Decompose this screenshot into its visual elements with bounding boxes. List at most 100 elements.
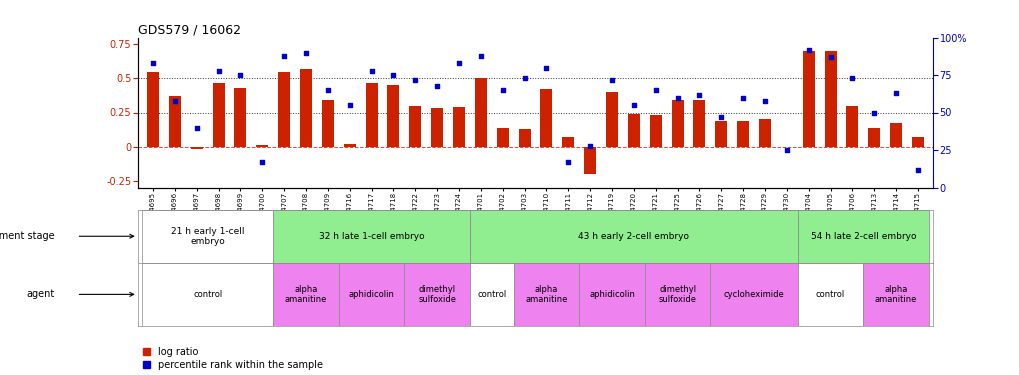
Point <box>582 142 598 148</box>
Point <box>450 60 467 66</box>
Bar <box>644 262 709 326</box>
Text: 21 h early 1-cell
embryо: 21 h early 1-cell embryо <box>171 226 245 246</box>
Bar <box>496 128 508 147</box>
Point <box>647 87 663 93</box>
Bar <box>234 88 247 147</box>
Bar <box>431 108 442 147</box>
Text: 32 h late 1-cell embryo: 32 h late 1-cell embryo <box>319 232 424 241</box>
Bar <box>540 89 552 147</box>
Bar <box>475 78 486 147</box>
Text: control: control <box>193 290 222 299</box>
Text: development stage: development stage <box>0 231 55 241</box>
Bar <box>693 100 705 147</box>
Point <box>319 87 335 93</box>
Bar <box>322 100 333 147</box>
Bar <box>273 210 470 262</box>
Point <box>516 75 532 81</box>
Bar <box>470 262 514 326</box>
Point <box>625 102 641 108</box>
Bar <box>797 262 862 326</box>
Text: aphidicolin: aphidicolin <box>589 290 634 299</box>
Point <box>189 124 205 130</box>
Point <box>166 98 182 104</box>
Point <box>691 92 707 98</box>
Bar <box>671 100 683 147</box>
Point <box>298 50 314 55</box>
Bar <box>561 137 574 147</box>
Bar <box>823 51 836 147</box>
Bar <box>365 82 377 147</box>
Bar <box>649 115 661 147</box>
Bar <box>273 262 338 326</box>
Point <box>232 72 249 78</box>
Text: GDS579 / 16062: GDS579 / 16062 <box>138 23 240 36</box>
Bar <box>142 262 273 326</box>
Point <box>494 87 511 93</box>
Bar <box>628 114 639 147</box>
Point <box>407 76 423 82</box>
Bar <box>409 106 421 147</box>
Point <box>538 64 554 70</box>
Point <box>844 75 860 81</box>
Bar <box>300 69 312 147</box>
Point <box>385 72 401 78</box>
Point <box>712 114 729 120</box>
Bar <box>147 72 159 147</box>
Point <box>276 53 292 58</box>
Point <box>668 94 685 100</box>
Bar <box>256 145 268 147</box>
Point <box>472 53 488 58</box>
Point <box>800 46 816 53</box>
Bar <box>212 82 224 147</box>
Bar <box>343 144 356 147</box>
Bar <box>452 107 465 147</box>
Text: agent: agent <box>26 290 55 299</box>
Text: 54 h late 2-cell embryo: 54 h late 2-cell embryo <box>810 232 915 241</box>
Point <box>254 159 270 165</box>
Bar <box>911 137 923 147</box>
Point <box>865 110 881 116</box>
Bar <box>846 106 858 147</box>
Bar <box>862 262 928 326</box>
Bar <box>737 121 748 147</box>
Bar <box>797 210 928 262</box>
Bar <box>714 121 727 147</box>
Bar <box>579 262 644 326</box>
Bar <box>404 262 470 326</box>
Point <box>756 98 772 104</box>
Text: alpha
amanitine: alpha amanitine <box>525 285 567 304</box>
Bar <box>758 119 770 147</box>
Point <box>909 166 925 172</box>
Text: dimethyl
sulfoxide: dimethyl sulfoxide <box>418 285 455 304</box>
Bar <box>169 96 180 147</box>
Text: control: control <box>477 290 505 299</box>
Point <box>821 54 838 60</box>
Point <box>429 82 445 88</box>
Legend: log ratio, percentile rank within the sample: log ratio, percentile rank within the sa… <box>143 347 323 370</box>
Point <box>210 68 226 74</box>
Bar <box>387 85 399 147</box>
Point <box>145 60 161 66</box>
Text: alpha
amanitine: alpha amanitine <box>284 285 327 304</box>
Bar <box>338 262 404 326</box>
Bar <box>142 210 273 262</box>
Point <box>363 68 379 74</box>
Text: cycloheximide: cycloheximide <box>723 290 784 299</box>
Bar <box>584 147 595 174</box>
Bar <box>514 262 579 326</box>
Bar <box>867 128 879 147</box>
Point <box>559 159 576 165</box>
Bar <box>802 51 814 147</box>
Text: dimethyl
sulfoxide: dimethyl sulfoxide <box>658 285 696 304</box>
Point <box>888 90 904 96</box>
Bar <box>470 210 797 262</box>
Text: 43 h early 2-cell embryo: 43 h early 2-cell embryo <box>578 232 689 241</box>
Point <box>777 147 794 153</box>
Bar <box>518 129 530 147</box>
Text: control: control <box>815 290 845 299</box>
Bar <box>605 92 618 147</box>
Bar <box>191 147 203 149</box>
Bar <box>709 262 797 326</box>
Point <box>603 76 620 82</box>
Text: alpha
amanitine: alpha amanitine <box>874 285 916 304</box>
